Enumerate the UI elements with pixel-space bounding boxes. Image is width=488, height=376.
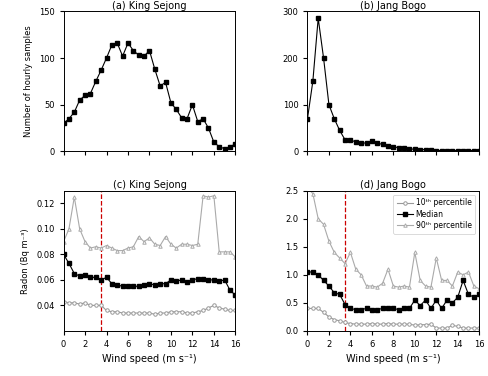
Title: (a) King Sejong: (a) King Sejong <box>112 0 186 11</box>
Title: (c) King Sejong: (c) King Sejong <box>112 180 186 190</box>
Title: (b) Jang Bogo: (b) Jang Bogo <box>360 0 426 11</box>
X-axis label: Wind speed (m s⁻¹): Wind speed (m s⁻¹) <box>102 355 196 364</box>
Y-axis label: Radon (Bq m⁻³): Radon (Bq m⁻³) <box>21 228 30 294</box>
Legend: 10ᵗʰ percentile, Median, 90ᵗʰ percentile: 10ᵗʰ percentile, Median, 90ᵗʰ percentile <box>393 194 474 234</box>
Title: (d) Jang Bogo: (d) Jang Bogo <box>360 180 426 190</box>
X-axis label: Wind speed (m s⁻¹): Wind speed (m s⁻¹) <box>346 355 440 364</box>
Y-axis label: Number of hourly samples: Number of hourly samples <box>24 26 33 137</box>
